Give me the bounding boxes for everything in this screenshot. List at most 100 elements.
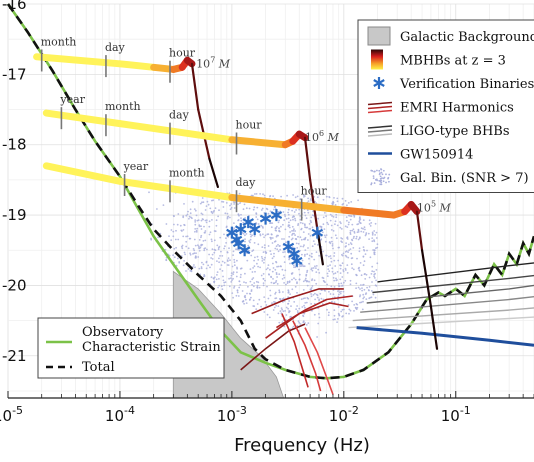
galactic-binary-point <box>297 320 300 323</box>
galactic-binary-point <box>346 272 349 274</box>
galactic-binary-point <box>244 298 247 301</box>
galactic-binary-point <box>346 264 349 266</box>
galactic-binary-point <box>300 238 303 241</box>
galactic-binary-point <box>225 242 228 244</box>
galactic-binary-point <box>362 284 364 286</box>
galactic-binary-point <box>274 240 277 243</box>
galactic-binary-point <box>265 304 268 306</box>
galactic-binary-point <box>355 303 358 305</box>
legend-swatch-dot <box>378 169 381 172</box>
galactic-binary-point <box>291 209 293 212</box>
galactic-binary-point <box>303 196 305 198</box>
legend-swatch-dot <box>372 175 375 178</box>
galactic-binary-point <box>316 244 319 246</box>
galactic-binary-point <box>264 256 266 259</box>
mbhb-track-segment <box>42 162 124 185</box>
galactic-binary-point <box>334 265 337 267</box>
galactic-binary-point <box>249 241 251 244</box>
galactic-binary-point <box>233 203 236 205</box>
galactic-binary-point <box>279 248 282 251</box>
galactic-binary-point <box>257 265 259 268</box>
galactic-binary-point <box>202 201 205 204</box>
galactic-binary-point <box>295 242 298 245</box>
galactic-binary-point <box>376 262 379 265</box>
galactic-binary-point <box>186 235 189 238</box>
galactic-binary-point <box>231 265 234 268</box>
mass-label: 107 M <box>196 55 231 70</box>
galactic-binary-point <box>197 244 199 247</box>
legend-swatch-dot <box>387 176 390 179</box>
galactic-binary-point <box>195 214 198 217</box>
galactic-binary-point <box>257 259 260 261</box>
galactic-binary-point <box>339 278 342 281</box>
galactic-binary-point <box>204 247 207 250</box>
galactic-binary-point <box>194 244 197 247</box>
galactic-binary-point <box>292 229 295 232</box>
mbhb-track-segment <box>116 60 158 71</box>
galactic-binary-point <box>294 219 297 222</box>
legend-swatch-line <box>367 133 393 137</box>
galactic-binary-point <box>189 253 192 256</box>
galactic-binary-point <box>330 229 333 231</box>
galactic-binary-point <box>360 227 363 230</box>
galactic-binary-point <box>269 236 272 239</box>
galactic-binary-point <box>193 252 196 255</box>
galactic-binary-point <box>358 250 361 253</box>
time-mark-label: month <box>41 35 77 48</box>
time-mark-label: year <box>59 93 85 106</box>
legend-swatch-line <box>367 109 393 114</box>
galactic-binary-point <box>370 290 373 292</box>
galactic-binary-point <box>340 290 342 293</box>
galactic-binary-point <box>277 221 280 224</box>
galactic-binary-point <box>280 225 282 228</box>
galactic-binary-point <box>358 269 361 272</box>
time-mark-label: hour <box>236 118 263 131</box>
galactic-binary-point <box>340 310 343 313</box>
galactic-binary-point <box>187 247 190 250</box>
galactic-binary-point <box>244 238 246 241</box>
galactic-binary-point <box>324 290 326 292</box>
galactic-binary-point <box>249 280 252 283</box>
time-mark-label: month <box>105 100 141 113</box>
galactic-binary-point <box>280 195 282 198</box>
galactic-binary-point <box>198 239 201 241</box>
galactic-binary-point <box>190 270 193 273</box>
galactic-binary-point <box>308 257 310 260</box>
galactic-binary-point <box>306 271 308 273</box>
galactic-binary-point <box>334 234 337 237</box>
galactic-binary-point <box>252 249 255 252</box>
galactic-binary-point <box>360 274 363 277</box>
galactic-binary-point <box>375 269 378 271</box>
galactic-binary-point <box>340 228 343 230</box>
galactic-binary-point <box>164 248 167 251</box>
galactic-binary-point <box>277 305 280 307</box>
galactic-binary-point <box>200 219 203 222</box>
galactic-binary-point <box>213 230 216 232</box>
galactic-binary-point <box>245 233 248 235</box>
galactic-binary-point <box>324 212 326 214</box>
mbhb-track-segment <box>303 136 312 181</box>
galactic-binary-point <box>256 218 259 221</box>
galactic-binary-point <box>283 261 286 263</box>
galactic-binary-point <box>302 231 305 234</box>
galactic-binary-point <box>339 272 342 274</box>
galactic-binary-point <box>176 223 179 226</box>
galactic-binary-point <box>196 219 199 222</box>
legend-lower-label: Observatory Characteristic Strain <box>82 325 221 355</box>
galactic-binary-point <box>356 257 358 260</box>
galactic-binary-point <box>342 290 345 293</box>
galactic-binary-point <box>288 300 290 302</box>
galactic-binary-point <box>188 215 191 218</box>
galactic-binary-point <box>368 286 371 288</box>
galactic-binary-point <box>235 275 238 278</box>
galactic-binary-point <box>262 233 264 236</box>
galactic-binary-point <box>288 221 290 224</box>
galactic-binary-point <box>259 193 261 195</box>
galactic-binary-point <box>373 273 376 276</box>
galactic-binary-point <box>350 215 353 218</box>
galactic-binary-point <box>287 211 289 214</box>
galactic-binary-point <box>296 247 299 249</box>
galactic-binary-point <box>305 274 308 277</box>
galactic-binary-point <box>304 297 306 299</box>
y-tick-label: -18 <box>2 136 27 154</box>
